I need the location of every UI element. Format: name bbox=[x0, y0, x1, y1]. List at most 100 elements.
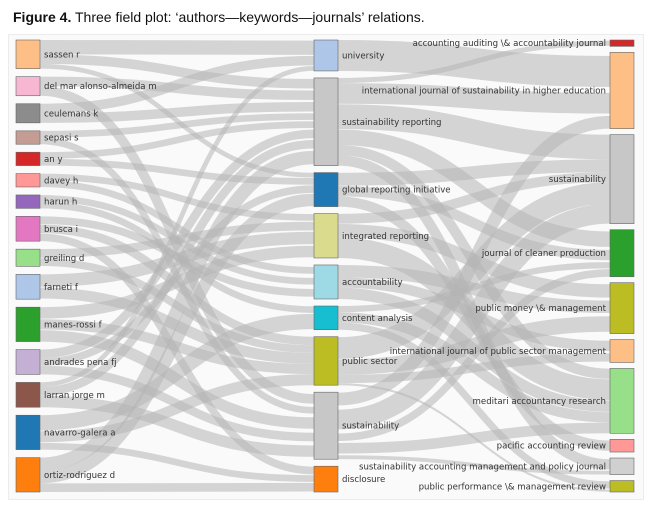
author-label-ortiz-rodriguez-d: ortiz-rodriguez d bbox=[44, 471, 115, 481]
keyword-node-sustainability-reporting[interactable] bbox=[313, 77, 339, 166]
author-keyword-link-manes-rossi-f-to-integrated-reporting bbox=[39, 245, 315, 319]
author-node-davey-h[interactable] bbox=[15, 173, 41, 188]
keyword-journal-link-global-reporting-initiative-to-journal-of-cleaner-production bbox=[337, 185, 611, 261]
journal-label-sustainability-accounting-management-and-policy-journal: sustainability accounting management and… bbox=[359, 462, 606, 472]
journal-label-public-money-and-management: public money \& management bbox=[475, 304, 606, 314]
journal-label-international-journal-of-public-sector-management: international journal of public sector m… bbox=[390, 347, 607, 357]
figure-caption: Figure 4. Three field plot: ‘authors—key… bbox=[13, 9, 425, 25]
keyword-node-content-analysis[interactable] bbox=[313, 305, 339, 331]
journal-node-sustainability-accounting-management-and-policy-journal[interactable] bbox=[609, 457, 635, 475]
keyword-label-sustainability-reporting: sustainability reporting bbox=[342, 118, 441, 128]
journal-node-meditari-accountancy-research[interactable] bbox=[609, 368, 635, 434]
nodes bbox=[15, 39, 635, 493]
keyword-journal-link-public-sector-to-international-journal-of-public-sector-management bbox=[337, 353, 611, 384]
author-keyword-link-ortiz-rodriguez-d-to-global-reporting-initiative bbox=[39, 193, 315, 484]
author-node-del-mar-alonso-almeida-m[interactable] bbox=[15, 76, 41, 97]
keyword-label-accountability: accountability bbox=[342, 278, 403, 288]
author-label-brusca-i: brusca i bbox=[44, 225, 78, 235]
author-label-ceulemans-k: ceulemans k bbox=[44, 109, 98, 119]
author-node-ortiz-rodriguez-d[interactable] bbox=[15, 457, 41, 493]
author-keyword-link-navarro-galera-a-to-public-sector bbox=[39, 374, 315, 443]
keyword-journal-link-public-sector-to-public-money-and-management bbox=[337, 316, 611, 375]
author-label-del-mar-alonso-almeida-m: del mar alonso-almeida m bbox=[44, 82, 157, 92]
keyword-label-disclosure: disclosure bbox=[342, 475, 385, 485]
keyword-journal-link-sustainability-to-meditari-accountancy-research bbox=[337, 422, 611, 454]
author-node-sepasi-s[interactable] bbox=[15, 130, 41, 145]
author-keyword-link-navarro-galera-a-to-content-analysis bbox=[39, 313, 315, 431]
keyword-journal-link-sustainability-reporting-to-international-journal-of-sustainability-in-higher-education bbox=[337, 83, 611, 114]
author-keyword-link-sepasi-s-to-sustainability-reporting bbox=[39, 113, 315, 138]
author-label-andrades-pena-fj: andrades pena fj bbox=[44, 358, 117, 368]
keyword-node-public-sector[interactable] bbox=[313, 336, 339, 386]
author-node-brusca-i[interactable] bbox=[15, 216, 41, 242]
journal-label-journal-of-cleaner-production: journal of cleaner production bbox=[481, 249, 606, 259]
journal-node-international-journal-of-public-sector-management[interactable] bbox=[609, 339, 635, 363]
journal-label-accounting-auditing-and-accountability-journal: accounting auditing \& accountability jo… bbox=[413, 39, 606, 49]
author-label-davey-h: davey h bbox=[44, 176, 78, 186]
journal-label-pacific-accounting-review: pacific accounting review bbox=[497, 442, 606, 452]
journal-label-public-performance-and-management-review: public performance \& management review bbox=[419, 482, 606, 492]
author-keyword-link-ortiz-rodriguez-d-to-disclosure bbox=[39, 482, 315, 492]
author-node-an-y[interactable] bbox=[15, 151, 41, 166]
author-keyword-link-ortiz-rodriguez-d-to-sustainability-reporting bbox=[39, 150, 315, 471]
author-node-larran-jorge-m[interactable] bbox=[15, 382, 41, 408]
author-label-farneti-f: farneti f bbox=[44, 283, 79, 293]
keyword-label-public-sector: public sector bbox=[342, 357, 398, 367]
keyword-label-integrated-reporting: integrated reporting bbox=[342, 232, 429, 242]
author-node-ceulemans-k[interactable] bbox=[15, 103, 41, 124]
author-node-manes-rossi-f[interactable] bbox=[15, 306, 41, 342]
author-keyword-link-larran-jorge-m-to-sustainability bbox=[39, 395, 315, 457]
author-label-sassen-r: sassen r bbox=[44, 50, 80, 60]
keyword-label-global-reporting-initiative: global reporting initiative bbox=[342, 186, 451, 196]
keyword-node-global-reporting-initiative[interactable] bbox=[313, 172, 339, 207]
keyword-node-disclosure[interactable] bbox=[313, 465, 339, 493]
journal-node-pacific-accounting-review[interactable] bbox=[609, 439, 635, 453]
keyword-node-accountability[interactable] bbox=[313, 264, 339, 300]
keyword-journal-link-sustainability-reporting-to-sustainability bbox=[337, 104, 611, 160]
keyword-journal-link-sustainability-to-journal-of-cleaner-production bbox=[337, 269, 611, 442]
author-keyword-link-ceulemans-k-to-sustainability-reporting bbox=[39, 101, 315, 123]
author-node-greiling-d[interactable] bbox=[15, 248, 41, 267]
journal-node-public-performance-and-management-review[interactable] bbox=[609, 480, 635, 493]
author-keyword-link-andrades-pena-fj-to-sustainability-reporting bbox=[39, 129, 315, 359]
journal-label-international-journal-of-sustainability-in-higher-education: international journal of sustainability … bbox=[362, 87, 606, 97]
author-label-navarro-galera-a: navarro-galera a bbox=[44, 428, 116, 438]
author-label-greiling-d: greiling d bbox=[44, 254, 84, 264]
journal-label-meditari-accountancy-research: meditari accountancy research bbox=[473, 397, 606, 407]
journal-node-accounting-auditing-and-accountability-journal[interactable] bbox=[609, 39, 635, 47]
keyword-journal-link-sustainability-to-sustainability bbox=[337, 203, 611, 430]
keyword-node-university[interactable] bbox=[313, 39, 339, 72]
keyword-label-sustainability: sustainability bbox=[342, 422, 399, 432]
keyword-label-university: university bbox=[342, 51, 385, 61]
keyword-node-sustainability[interactable] bbox=[313, 391, 339, 460]
author-keyword-link-larran-jorge-m-to-university bbox=[39, 65, 315, 388]
node-labels: sassen r del mar alonso-almeida m ceuleman… bbox=[44, 39, 607, 492]
author-keyword-link-larran-jorge-m-to-sustainability-reporting bbox=[39, 139, 315, 396]
keyword-journal-link-sustainability-reporting-to-accounting-auditing-and-accountability-journal bbox=[337, 40, 611, 84]
journal-node-international-journal-of-sustainability-in-higher-education[interactable] bbox=[609, 52, 635, 129]
author-node-andrades-pena-fj[interactable] bbox=[15, 349, 41, 375]
keyword-journal-link-content-analysis-to-journal-of-cleaner-production bbox=[337, 262, 611, 313]
author-node-harun-h[interactable] bbox=[15, 194, 41, 209]
author-label-larran-jorge-m: larran jorge m bbox=[44, 391, 105, 401]
author-keyword-link-ceulemans-k-to-university bbox=[39, 55, 315, 114]
figure-label: Figure 4. bbox=[13, 9, 72, 25]
keyword-label-content-analysis: content analysis bbox=[342, 314, 413, 324]
keyword-journal-link-sustainability-to-sustainability-accounting-management-and-policy-journal bbox=[337, 455, 611, 475]
author-node-navarro-galera-a[interactable] bbox=[15, 414, 41, 450]
figure-caption-text: Three field plot: ‘authors—keywords—jour… bbox=[71, 9, 425, 25]
journal-node-public-money-and-management[interactable] bbox=[609, 282, 635, 334]
author-label-manes-rossi-f: manes-rossi f bbox=[44, 320, 103, 330]
author-label-harun-h: harun h bbox=[44, 198, 77, 208]
author-keyword-link-an-y-to-sustainability-reporting bbox=[39, 121, 315, 159]
keyword-journal-link-global-reporting-initiative-to-sustainability bbox=[337, 159, 611, 186]
keyword-node-integrated-reporting[interactable] bbox=[313, 213, 339, 259]
journal-label-sustainability: sustainability bbox=[549, 175, 606, 185]
author-node-farneti-f[interactable] bbox=[15, 274, 41, 300]
flow-links bbox=[39, 40, 611, 492]
author-keyword-link-sassen-r-to-university bbox=[39, 40, 315, 55]
author-node-sassen-r[interactable] bbox=[15, 39, 41, 69]
journal-node-journal-of-cleaner-production[interactable] bbox=[609, 229, 635, 278]
journal-node-sustainability[interactable] bbox=[609, 134, 635, 224]
